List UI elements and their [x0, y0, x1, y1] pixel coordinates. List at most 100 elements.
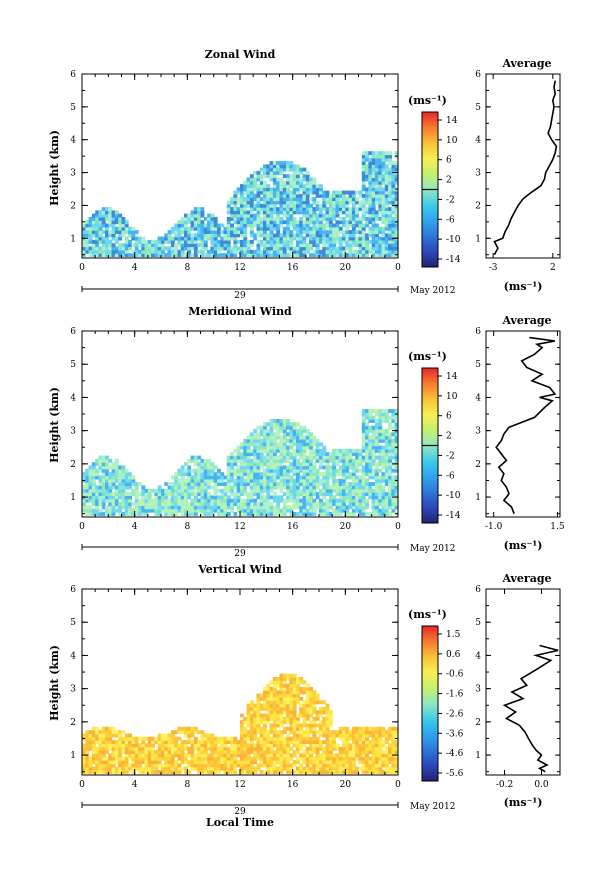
heatmap-cell — [296, 700, 300, 705]
heatmap-cell — [121, 498, 126, 503]
heatmap-cell — [302, 455, 307, 460]
heatmap-cell — [210, 249, 215, 254]
date-label: May 2012 — [410, 286, 455, 296]
heatmap-cell — [141, 766, 146, 771]
heatmap-cell — [91, 233, 96, 238]
heatmap-cell — [200, 485, 205, 490]
heatmap-cell — [230, 743, 234, 748]
heatmap-cell — [108, 756, 113, 761]
heatmap-cell — [95, 756, 100, 761]
heatmap-cell — [358, 478, 363, 483]
heatmap-cell — [315, 700, 320, 705]
heatmap-cell — [302, 492, 307, 496]
heatmap-cell — [256, 442, 261, 447]
heatmap-cell — [299, 184, 304, 188]
heatmap-cell — [299, 723, 304, 728]
heatmap-cell — [305, 190, 310, 195]
heatmap-cell — [325, 233, 330, 238]
heatmap-cell — [381, 253, 386, 257]
heatmap-cell — [384, 733, 389, 738]
heatmap-cell — [263, 422, 267, 427]
heatmap-cell — [217, 233, 221, 238]
heatmap-cell — [197, 462, 202, 467]
heatmap-cell — [101, 730, 106, 735]
heatmap-cell — [384, 753, 389, 758]
heatmap-cell — [200, 468, 205, 473]
heatmap-cell — [361, 763, 366, 768]
heatmap-cell — [296, 164, 300, 169]
heatmap-cell — [243, 207, 248, 211]
heatmap-cell — [249, 253, 254, 257]
heatmap-cell — [180, 226, 185, 231]
heatmap-cell — [118, 770, 123, 774]
heatmap-cell — [375, 425, 379, 430]
heatmap-cell — [305, 223, 310, 228]
heatmap-cell — [249, 472, 254, 477]
heatmap-cell — [292, 683, 297, 688]
heatmap-cell — [184, 246, 188, 251]
heatmap-cell — [269, 432, 274, 437]
heatmap-cell — [276, 230, 281, 234]
heatmap-cell — [391, 502, 396, 506]
heatmap-cell — [269, 723, 274, 728]
heatmap-cell — [348, 458, 353, 463]
profile-x-tick-label: -3 — [489, 263, 498, 273]
heatmap-cell — [220, 746, 225, 751]
heatmap-cell — [170, 502, 175, 506]
heatmap-cell — [259, 203, 264, 208]
heatmap-cell — [203, 462, 208, 467]
heatmap-cell — [388, 187, 392, 192]
heatmap-cell — [170, 753, 175, 758]
heatmap-cell — [263, 468, 267, 473]
heatmap-cell — [256, 432, 261, 437]
heatmap-cell — [203, 753, 208, 758]
heatmap-cell — [282, 482, 287, 486]
heatmap-cell — [302, 743, 307, 748]
heatmap-cell — [305, 750, 310, 754]
heatmap-cell — [108, 210, 113, 215]
heatmap-cell — [111, 233, 116, 238]
heatmap-cell — [282, 435, 287, 440]
heatmap-cell — [233, 760, 238, 764]
heatmap-cell — [381, 512, 386, 516]
heatmap-cell — [391, 432, 396, 437]
heatmap-cell — [328, 750, 333, 754]
heatmap-cell — [381, 200, 386, 205]
heatmap-cell — [269, 736, 274, 741]
heatmap-cell — [292, 753, 297, 758]
heatmap-cell — [190, 216, 195, 221]
heatmap-cell — [292, 233, 297, 238]
heatmap-cell — [161, 505, 165, 510]
y-axis-label: Height (km) — [48, 387, 61, 463]
heatmap-cell — [240, 760, 244, 764]
heatmap-cell — [342, 458, 346, 463]
heatmap-cell — [394, 174, 398, 179]
heatmap-cell — [299, 468, 304, 473]
heatmap-cell — [147, 760, 152, 764]
heatmap-cell — [240, 733, 244, 738]
heatmap-cell — [279, 766, 284, 771]
heatmap-cell — [391, 249, 396, 254]
heatmap-cell — [187, 239, 192, 244]
heatmap-cell — [322, 472, 327, 477]
heatmap-cell — [282, 243, 287, 248]
heatmap-cell — [111, 498, 116, 503]
heatmap-cell — [332, 452, 337, 457]
heatmap-cell — [233, 458, 238, 463]
heatmap-cell — [236, 452, 241, 457]
heatmap-cell — [98, 730, 103, 735]
heatmap-cell — [240, 743, 244, 748]
heatmap-cell — [111, 468, 116, 473]
heatmap-cell — [328, 458, 333, 463]
heatmap-cell — [88, 485, 93, 490]
heatmap-cell — [226, 766, 231, 771]
heatmap-cell — [111, 226, 116, 231]
heatmap-cell — [266, 760, 271, 764]
heatmap-cell — [282, 760, 287, 764]
heatmap-cell — [342, 760, 346, 764]
heatmap-cell — [355, 770, 360, 774]
heatmap-cell — [388, 512, 392, 516]
heatmap-cell — [325, 207, 330, 211]
heatmap-cell — [121, 472, 126, 477]
heatmap-cell — [240, 190, 244, 195]
